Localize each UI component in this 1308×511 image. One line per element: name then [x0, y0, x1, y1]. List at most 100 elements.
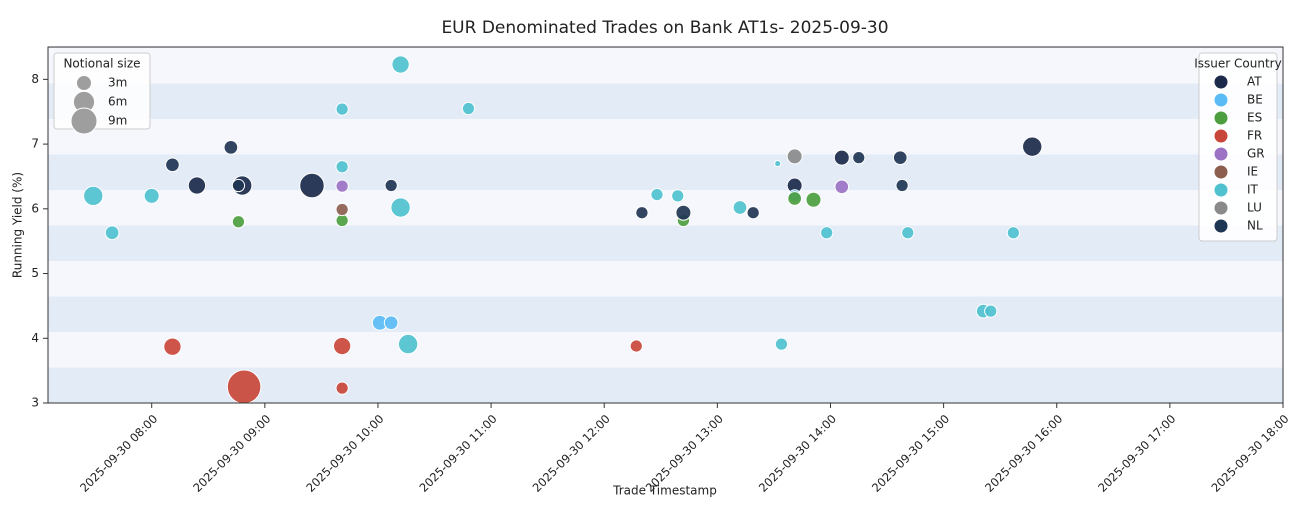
legend-marker — [1213, 164, 1229, 180]
point — [852, 151, 866, 165]
legend-label: NL — [1247, 219, 1263, 233]
point — [391, 55, 410, 74]
legend-box — [1198, 52, 1278, 242]
legend-marker — [1213, 218, 1229, 234]
point — [165, 157, 180, 173]
y-tick-label: 6 — [31, 201, 39, 215]
y-tick-label: 4 — [31, 331, 39, 345]
x-tick-label: 2025-09-30 12:00 — [530, 412, 613, 495]
point — [104, 225, 120, 241]
point — [746, 206, 760, 220]
point — [774, 159, 782, 168]
point — [650, 187, 664, 202]
legend-marker — [1213, 200, 1229, 216]
point — [335, 381, 349, 395]
point — [384, 178, 398, 193]
point — [892, 150, 908, 166]
band — [48, 154, 1283, 190]
point — [675, 204, 692, 221]
point — [231, 215, 246, 229]
point — [335, 102, 349, 116]
point — [671, 189, 685, 203]
legend-label: FR — [1247, 129, 1262, 143]
point — [635, 206, 649, 220]
point — [163, 337, 182, 356]
y-tick-label: 3 — [31, 396, 39, 410]
legend-label: LU — [1247, 201, 1262, 215]
point — [834, 179, 850, 195]
point — [383, 315, 399, 331]
legend-label: ES — [1247, 111, 1262, 125]
legend-marker — [1213, 92, 1229, 108]
point — [774, 337, 789, 351]
legend-title: Notional size — [63, 57, 140, 71]
point — [226, 369, 262, 405]
legend-label: GR — [1247, 147, 1265, 161]
point — [901, 226, 915, 240]
legend-marker — [1213, 110, 1229, 126]
chart-title: EUR Denominated Trades on Bank AT1s- 202… — [441, 18, 888, 38]
x-tick-label: 2025-09-30 13:00 — [643, 412, 726, 495]
legend-marker — [1213, 128, 1229, 144]
y-axis-title: Running Yield (%) — [11, 172, 25, 278]
x-tick-label: 2025-09-30 08:00 — [77, 412, 160, 495]
point — [231, 178, 246, 193]
point — [895, 178, 909, 193]
point — [787, 191, 803, 206]
y-tick-label: 5 — [31, 266, 39, 280]
legend-label: IT — [1247, 183, 1259, 197]
point — [83, 185, 104, 207]
point — [397, 333, 419, 355]
point — [390, 197, 411, 218]
x-tick-label: 2025-09-30 16:00 — [982, 412, 1065, 495]
legend-size-label: 6m — [108, 95, 127, 109]
point — [833, 149, 850, 166]
legend-marker — [1213, 74, 1229, 90]
x-axis-title: Trade Timestamp — [612, 484, 717, 498]
legend: Issuer Country AT BE ES FR GR IE IT LU NL — [1194, 52, 1282, 242]
point — [732, 200, 748, 215]
legend-marker — [1213, 182, 1229, 198]
legend-label: BE — [1247, 93, 1263, 107]
x-tick-label: 2025-09-30 17:00 — [1095, 412, 1178, 495]
y-tick-label: 8 — [31, 72, 39, 86]
point — [786, 148, 803, 165]
point — [461, 101, 476, 116]
point — [335, 213, 349, 228]
legend-size-marker — [70, 107, 98, 135]
point — [223, 139, 239, 155]
point — [299, 172, 325, 199]
legend-label: IE — [1247, 165, 1258, 179]
point — [335, 202, 349, 217]
legend-marker — [1213, 146, 1229, 162]
point — [805, 191, 822, 208]
point — [1006, 226, 1020, 240]
legend-label: AT — [1247, 75, 1262, 89]
x-tick-label: 2025-09-30 18:00 — [1208, 412, 1291, 495]
point — [629, 339, 643, 353]
legend-size-label: 3m — [108, 76, 127, 90]
band — [48, 296, 1283, 332]
point — [984, 304, 998, 318]
point — [187, 176, 207, 195]
x-tick-label: 2025-09-30 11:00 — [417, 412, 500, 495]
x-tick-label: 2025-09-30 15:00 — [869, 412, 952, 495]
x-tick-label: 2025-09-30 09:00 — [190, 412, 273, 495]
point — [332, 336, 352, 356]
plot-frame — [47, 46, 1284, 404]
point — [820, 226, 834, 240]
band — [48, 83, 1283, 119]
point — [143, 187, 160, 204]
point — [335, 179, 349, 193]
y-tick-label: 7 — [31, 137, 39, 151]
x-tick-label: 2025-09-30 14:00 — [756, 412, 839, 495]
point — [1022, 136, 1043, 157]
size-legend: Notional size 3m 6m 9m — [53, 52, 151, 135]
legend-size-marker — [76, 75, 92, 91]
x-tick-label: 2025-09-30 10:00 — [303, 412, 386, 495]
band — [48, 225, 1283, 261]
legend-size-label: 9m — [108, 114, 127, 128]
legend-title: Issuer Country — [1194, 57, 1281, 71]
point — [335, 160, 349, 174]
